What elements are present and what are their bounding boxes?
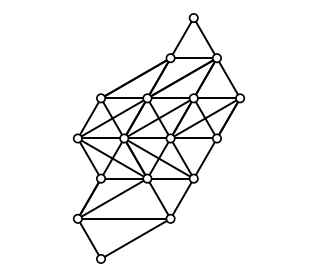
Circle shape	[166, 134, 175, 143]
Circle shape	[213, 134, 221, 143]
Circle shape	[74, 215, 82, 223]
Circle shape	[74, 134, 82, 143]
Circle shape	[190, 175, 198, 183]
Circle shape	[166, 215, 175, 223]
Circle shape	[143, 175, 152, 183]
Circle shape	[166, 54, 175, 62]
Circle shape	[190, 14, 198, 22]
Circle shape	[97, 94, 105, 102]
Circle shape	[120, 134, 128, 143]
Circle shape	[213, 54, 221, 62]
Circle shape	[190, 94, 198, 102]
Circle shape	[97, 175, 105, 183]
Circle shape	[236, 94, 244, 102]
Circle shape	[143, 94, 152, 102]
Circle shape	[97, 255, 105, 263]
